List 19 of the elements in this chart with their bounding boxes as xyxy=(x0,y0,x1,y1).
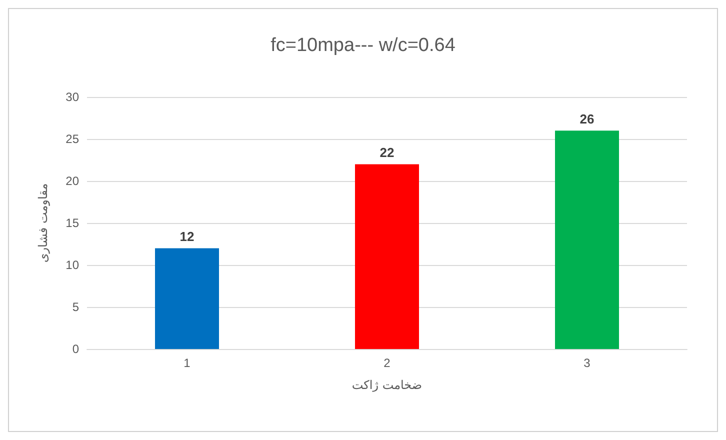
y-tick-label: 10 xyxy=(66,258,80,272)
y-tick-label: 25 xyxy=(66,132,80,146)
data-label: 22 xyxy=(380,145,394,160)
y-axis-title: مقاومت فشاری xyxy=(36,183,50,263)
x-tick-label: 1 xyxy=(184,356,191,370)
bar xyxy=(355,164,419,349)
x-tick-label: 2 xyxy=(384,356,391,370)
y-tick-label: 5 xyxy=(72,300,80,314)
data-label: 12 xyxy=(180,229,194,244)
y-tick-label: 0 xyxy=(72,342,80,356)
y-tick-label: 30 xyxy=(66,90,80,104)
x-axis-title: ضخامت ژاکت xyxy=(352,378,422,392)
x-tick-label: 3 xyxy=(584,356,591,370)
data-label: 26 xyxy=(580,112,594,127)
bar xyxy=(155,248,219,349)
bar xyxy=(555,130,619,349)
y-tick-label: 20 xyxy=(66,174,80,188)
y-tick-label: 15 xyxy=(66,216,80,230)
chart-title: fc=10mpa--- w/c=0.64 xyxy=(270,35,456,56)
